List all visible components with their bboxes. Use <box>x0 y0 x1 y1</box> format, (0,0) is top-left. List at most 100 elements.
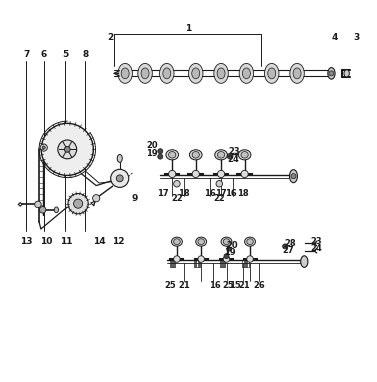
Ellipse shape <box>344 70 349 77</box>
Ellipse shape <box>163 68 171 79</box>
Ellipse shape <box>218 152 225 158</box>
Text: 17: 17 <box>215 189 226 198</box>
Circle shape <box>283 244 288 249</box>
Ellipse shape <box>221 237 232 246</box>
Circle shape <box>158 149 163 154</box>
Ellipse shape <box>238 150 251 160</box>
Text: 21: 21 <box>178 281 190 290</box>
Text: 19: 19 <box>147 149 158 158</box>
Ellipse shape <box>217 68 225 79</box>
Circle shape <box>198 256 204 262</box>
Circle shape <box>68 194 88 214</box>
Text: 8: 8 <box>82 50 89 59</box>
Ellipse shape <box>290 170 297 183</box>
Circle shape <box>227 153 233 159</box>
Circle shape <box>158 154 163 159</box>
Ellipse shape <box>223 239 230 244</box>
Ellipse shape <box>121 68 129 79</box>
Ellipse shape <box>54 207 58 213</box>
Ellipse shape <box>290 63 304 83</box>
Ellipse shape <box>138 63 152 83</box>
Ellipse shape <box>245 237 256 246</box>
Circle shape <box>218 170 225 178</box>
Text: 12: 12 <box>112 237 124 246</box>
Text: 27: 27 <box>282 246 294 255</box>
Text: 25: 25 <box>164 281 176 290</box>
Circle shape <box>64 146 70 152</box>
Text: 14: 14 <box>93 237 106 246</box>
Circle shape <box>111 169 129 188</box>
Ellipse shape <box>141 68 149 79</box>
Ellipse shape <box>174 239 180 244</box>
Circle shape <box>58 140 77 159</box>
Text: 23: 23 <box>228 147 239 156</box>
Ellipse shape <box>247 239 253 244</box>
Ellipse shape <box>301 256 308 267</box>
Circle shape <box>174 181 180 187</box>
Ellipse shape <box>192 68 200 79</box>
Ellipse shape <box>215 150 227 160</box>
Text: 1: 1 <box>185 24 192 33</box>
Circle shape <box>174 256 180 262</box>
Circle shape <box>39 207 46 213</box>
Text: 23: 23 <box>310 237 322 246</box>
Text: 18: 18 <box>237 189 248 198</box>
Text: 16: 16 <box>225 189 237 198</box>
Text: 20: 20 <box>227 241 239 250</box>
Circle shape <box>40 144 48 151</box>
Text: 7: 7 <box>23 50 29 59</box>
Ellipse shape <box>198 239 204 244</box>
Text: 6: 6 <box>41 50 47 59</box>
Circle shape <box>241 170 248 178</box>
Text: 26: 26 <box>253 281 265 290</box>
Text: 16: 16 <box>209 281 221 290</box>
Circle shape <box>223 256 230 262</box>
Circle shape <box>35 201 41 208</box>
Circle shape <box>74 199 83 208</box>
Text: 21: 21 <box>239 281 250 290</box>
Text: 19: 19 <box>224 248 236 257</box>
Circle shape <box>93 194 100 202</box>
Ellipse shape <box>239 63 254 83</box>
Circle shape <box>116 175 123 182</box>
Text: 24: 24 <box>228 155 240 163</box>
Text: 28: 28 <box>285 239 296 248</box>
Ellipse shape <box>265 63 279 83</box>
Ellipse shape <box>293 68 301 79</box>
Text: 13: 13 <box>20 237 32 246</box>
Ellipse shape <box>188 63 203 83</box>
Circle shape <box>42 146 45 149</box>
Ellipse shape <box>117 154 122 162</box>
Ellipse shape <box>118 63 132 83</box>
Text: 22: 22 <box>171 194 183 204</box>
Circle shape <box>169 170 176 178</box>
Text: 24: 24 <box>310 244 322 253</box>
Ellipse shape <box>169 152 176 158</box>
Text: 11: 11 <box>60 237 72 246</box>
Text: 5: 5 <box>62 50 69 59</box>
Ellipse shape <box>189 150 202 160</box>
Text: 15: 15 <box>229 281 241 290</box>
Text: 2: 2 <box>107 33 114 42</box>
Ellipse shape <box>159 63 174 83</box>
Circle shape <box>227 247 231 251</box>
Text: 20: 20 <box>147 141 158 150</box>
Ellipse shape <box>172 237 182 246</box>
Circle shape <box>224 254 229 259</box>
Ellipse shape <box>196 237 207 246</box>
Text: 18: 18 <box>178 189 190 198</box>
Text: 16: 16 <box>204 189 216 198</box>
Ellipse shape <box>242 68 250 79</box>
Circle shape <box>41 123 93 175</box>
Ellipse shape <box>166 150 179 160</box>
Ellipse shape <box>328 68 335 79</box>
Ellipse shape <box>214 63 228 83</box>
Text: 17: 17 <box>157 189 169 198</box>
Ellipse shape <box>268 68 276 79</box>
Circle shape <box>329 71 334 76</box>
Text: 25: 25 <box>222 281 234 290</box>
Text: 10: 10 <box>40 237 53 246</box>
Text: 3: 3 <box>354 33 360 42</box>
Ellipse shape <box>241 152 248 158</box>
Text: 22: 22 <box>213 194 225 204</box>
